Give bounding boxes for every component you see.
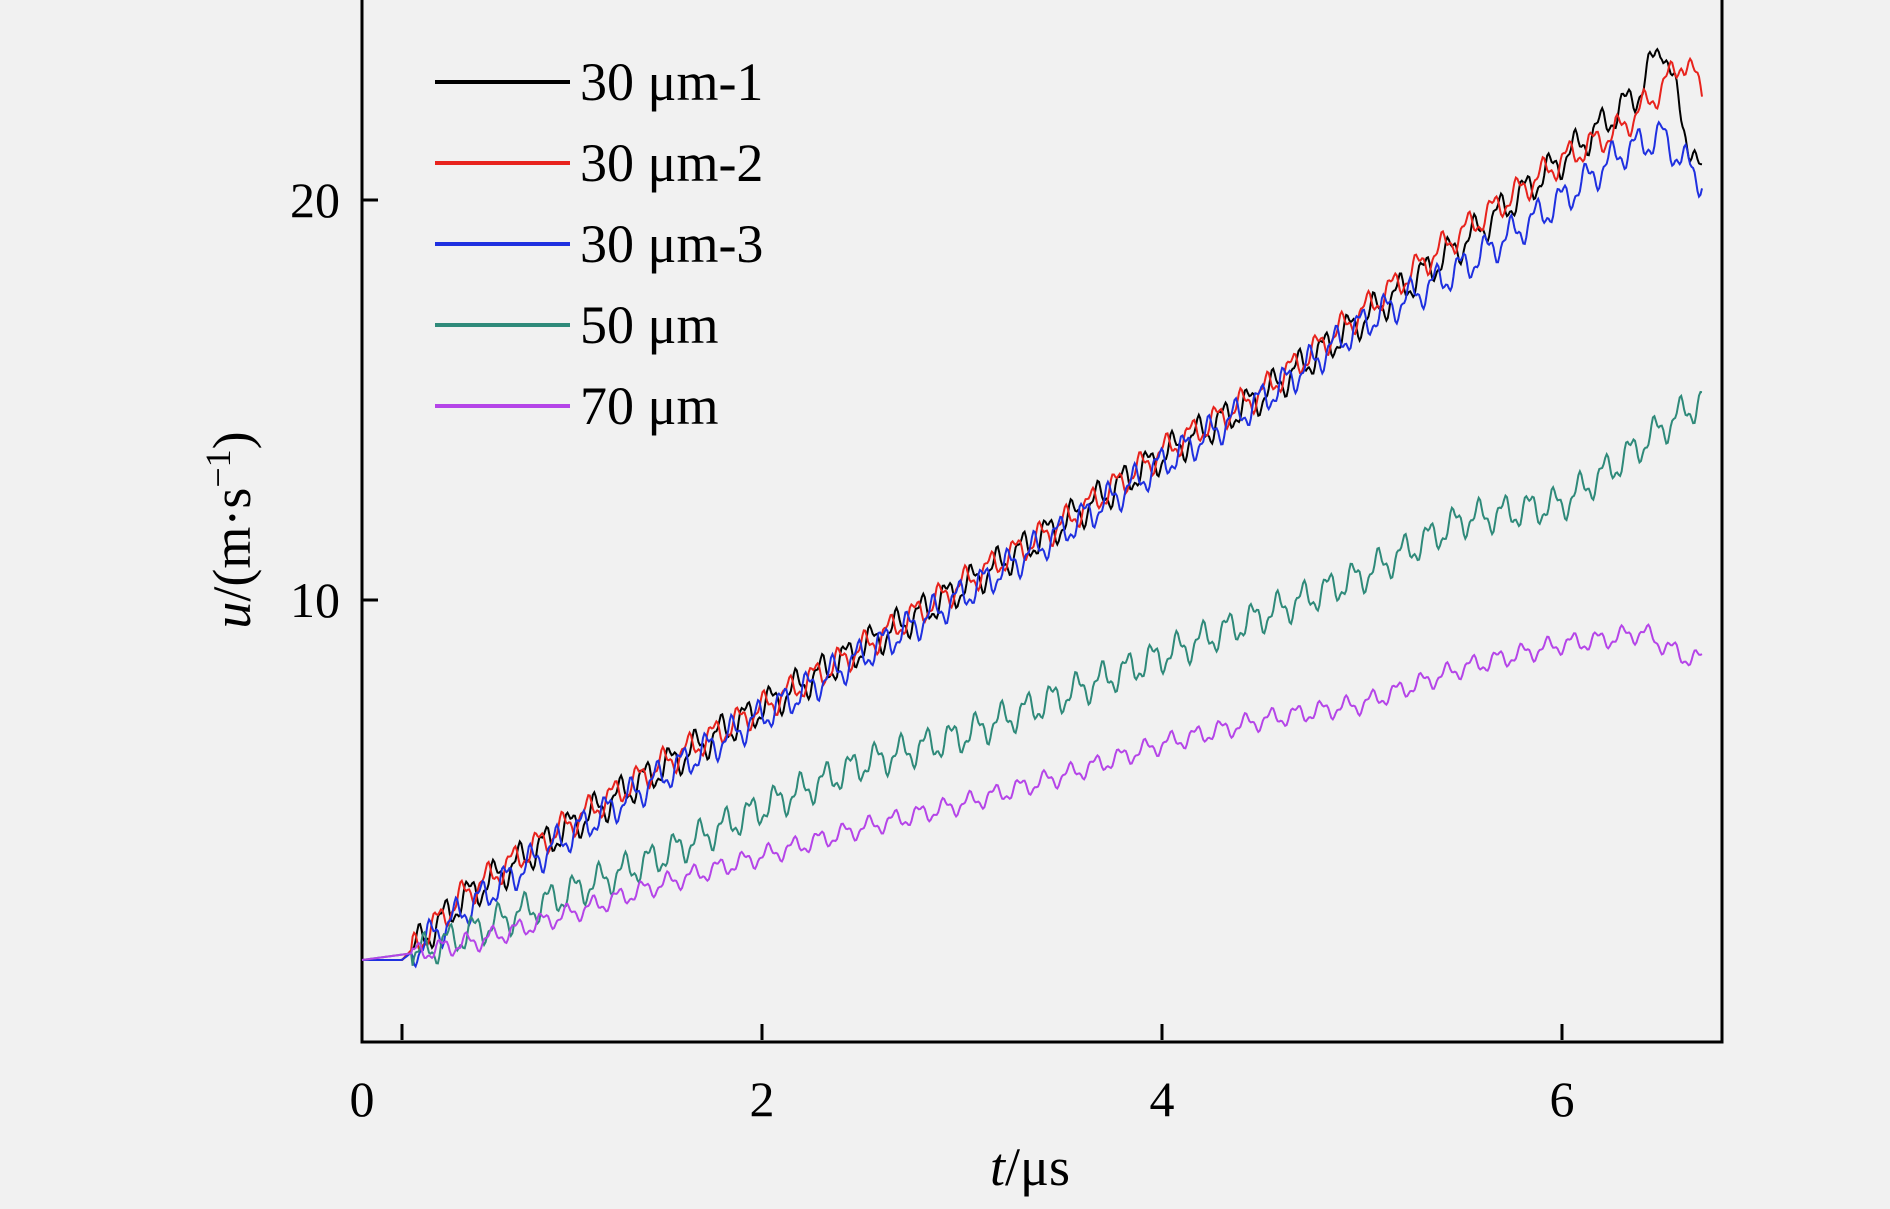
y-axis-title: u/(m·s−1): [198, 431, 262, 628]
y-tick-label: 10: [290, 572, 340, 628]
series-line: [361, 390, 1703, 966]
y-axis-var: u: [202, 602, 262, 629]
x-tick-label: 6: [1550, 1071, 1575, 1127]
series-line: [362, 47, 1703, 961]
legend-label: 50 μm: [580, 295, 718, 355]
y-axis-close: ): [202, 431, 262, 449]
series-line: [362, 120, 1703, 969]
series-line: [361, 623, 1703, 961]
x-tick-label: 2: [750, 1071, 775, 1127]
y-tick-label: 20: [290, 172, 340, 228]
legend-label: 30 μm-2: [580, 133, 763, 193]
y-axis-ticks: 10 20: [290, 172, 378, 628]
legend-label: 30 μm-1: [580, 52, 763, 112]
legend-label: 30 μm-3: [580, 214, 763, 274]
x-axis-title: t/μs: [990, 1137, 1070, 1197]
x-axis-ticks: 0 2 4 6: [350, 1024, 1575, 1127]
x-tick-label: 0: [350, 1071, 375, 1127]
y-axis-exponent: −1: [198, 449, 238, 487]
x-tick-label: 4: [1150, 1071, 1175, 1127]
series-line: [362, 56, 1703, 961]
y-axis-unit: /(m·s: [202, 488, 262, 602]
legend-label: 70 μm: [580, 376, 718, 436]
legend: 30 μm-1 30 μm-2 30 μm-3 50 μm 70 μm: [435, 52, 763, 436]
series-layer: [361, 47, 1703, 969]
x-axis-var: t: [990, 1137, 1007, 1197]
x-axis-unit: /μs: [1005, 1137, 1070, 1197]
plot-frame: [360, 0, 1724, 1044]
